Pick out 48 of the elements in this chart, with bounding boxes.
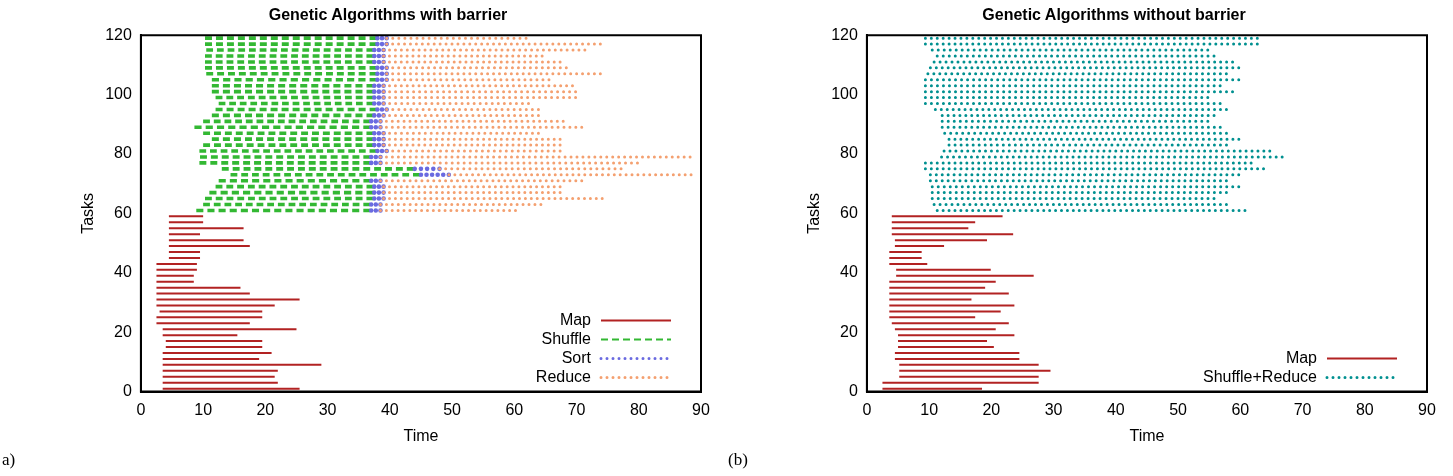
legend-label: Reduce	[535, 368, 592, 386]
x-tick-label: 40	[380, 400, 399, 418]
x-tick-label: 20	[982, 400, 1001, 418]
legend-label: Map	[1285, 349, 1318, 367]
x-tick-label: 50	[1169, 400, 1188, 418]
y-tick-label: 120	[831, 25, 858, 43]
text: (b)	[728, 450, 748, 470]
x-tick-label: 30	[1044, 400, 1063, 418]
legend-label: Shuffle+Reduce	[1202, 368, 1318, 386]
y-tick-label: 60	[114, 203, 132, 221]
y-tick-label: 40	[114, 263, 132, 281]
x-tick-label: 0	[136, 400, 146, 418]
x-tick-label: 60	[1231, 400, 1250, 418]
legend-label: Shuffle	[541, 330, 592, 348]
y-tick-label: 120	[105, 25, 132, 43]
x-tick-label: 90	[1418, 400, 1436, 418]
legend-label: Map	[559, 311, 592, 329]
y-tick-label: 100	[831, 85, 858, 103]
x-tick-label: 60	[505, 400, 524, 418]
x-tick-label: 20	[256, 400, 275, 418]
x-tick-label: 0	[862, 400, 872, 418]
x-tick-label: 30	[318, 400, 337, 418]
x-tick-label: 50	[443, 400, 462, 418]
text: a)	[2, 450, 16, 470]
x-tick-label: 90	[692, 400, 710, 418]
x-axis-title: Time	[403, 426, 439, 444]
x-tick-label: 80	[1355, 400, 1374, 418]
y-tick-label: 40	[840, 263, 858, 281]
x-tick-label: 10	[194, 400, 213, 418]
chart-title: Genetic Algorithms with barrier	[268, 6, 508, 24]
x-tick-label: 80	[629, 400, 648, 418]
y-tick-label: 100	[105, 85, 132, 103]
legend-label: Sort	[561, 349, 592, 367]
x-axis-title: Time	[1129, 426, 1165, 444]
y-tick-label: 20	[840, 322, 858, 340]
x-tick-label: 70	[1293, 400, 1312, 418]
y-axis-title: Tasks	[79, 192, 97, 234]
y-tick-label: 80	[114, 144, 132, 162]
y-tick-label: 0	[848, 382, 858, 400]
y-tick-label: 60	[840, 203, 858, 221]
x-tick-label: 70	[567, 400, 586, 418]
y-axis-title: Tasks	[805, 192, 823, 234]
chart-title: Genetic Algorithms without barrier	[982, 6, 1246, 24]
y-tick-label: 20	[114, 322, 132, 340]
y-tick-label: 80	[840, 144, 858, 162]
x-tick-label: 40	[1106, 400, 1125, 418]
x-tick-label: 10	[920, 400, 939, 418]
y-tick-label: 0	[122, 382, 132, 400]
